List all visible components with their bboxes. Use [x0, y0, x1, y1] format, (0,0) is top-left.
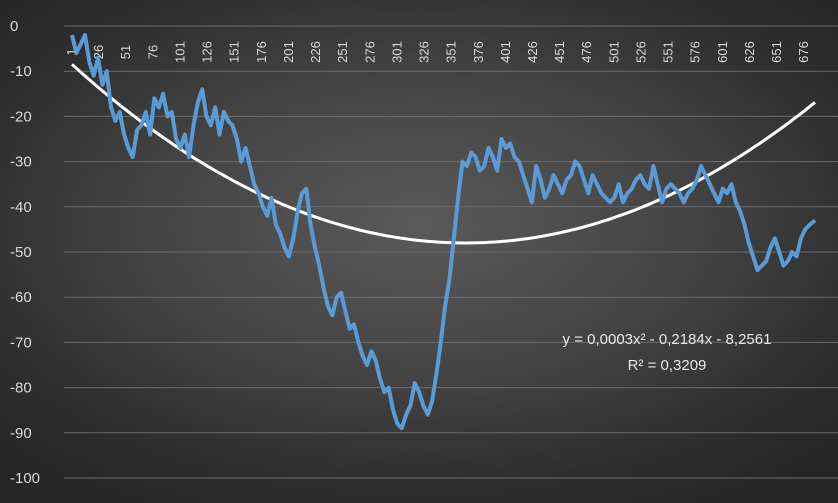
- x-tick-label: 501: [606, 41, 621, 63]
- trendline-equation: y = 0,0003x² - 0,2184x - 8,2561: [563, 331, 772, 348]
- y-tick-label: -70: [10, 334, 32, 351]
- x-tick-label: 301: [389, 41, 404, 63]
- x-tick-label: 576: [688, 41, 703, 63]
- x-tick-label: 151: [227, 41, 242, 63]
- x-tick-label: 126: [200, 41, 215, 63]
- x-tick-label: 526: [633, 41, 648, 63]
- x-tick-label: 76: [145, 45, 160, 59]
- x-tick-label: 176: [254, 41, 269, 63]
- y-tick-label: -90: [10, 425, 32, 442]
- series-area: [70, 33, 817, 431]
- x-tick-label: 226: [308, 41, 323, 63]
- x-tick-label: 251: [335, 41, 350, 63]
- x-tick-label: 351: [444, 41, 459, 63]
- x-tick-label: 651: [769, 41, 784, 63]
- x-tick-label: 326: [417, 41, 432, 63]
- x-tick-label: 101: [172, 41, 187, 63]
- series-line: [70, 33, 817, 431]
- y-tick-label: -20: [10, 108, 32, 125]
- x-tick-label: 201: [281, 41, 296, 63]
- x-tick-label: 601: [715, 41, 730, 63]
- x-tick-label: 451: [552, 41, 567, 63]
- x-tick-label: 276: [362, 41, 377, 63]
- x-tick-label: 426: [525, 41, 540, 63]
- x-tick-label: 676: [796, 41, 811, 63]
- x-tick-label: 376: [471, 41, 486, 63]
- y-tick-label: -40: [10, 199, 32, 216]
- y-tick-label: -10: [10, 63, 32, 80]
- y-tick-label: -80: [10, 380, 32, 397]
- y-tick-label: -100: [10, 470, 40, 487]
- y-tick-label: 0: [10, 18, 18, 35]
- y-tick-label: -50: [10, 244, 32, 261]
- r-squared-label: R² = 0,3209: [628, 357, 707, 374]
- x-tick-label: 51: [118, 45, 133, 59]
- x-tick-label: 626: [742, 41, 757, 63]
- x-tick-label: 551: [661, 41, 676, 63]
- y-axis-ticks: 0 -10 -20 -30 -40 -50 -60 -70 -80 -90 -100: [10, 18, 40, 487]
- trendline: [70, 63, 816, 245]
- x-tick-label: 1: [64, 48, 79, 55]
- y-tick-label: -60: [10, 289, 32, 306]
- x-tick-label: 476: [579, 41, 594, 63]
- x-tick-label: 401: [498, 41, 513, 63]
- y-tick-label: -30: [10, 154, 32, 171]
- x-tick-label: 26: [91, 45, 106, 59]
- x-axis-ticks: 1 26 51 76 101 126 151 176 201 226 251 276 301 326 351…: [64, 41, 811, 63]
